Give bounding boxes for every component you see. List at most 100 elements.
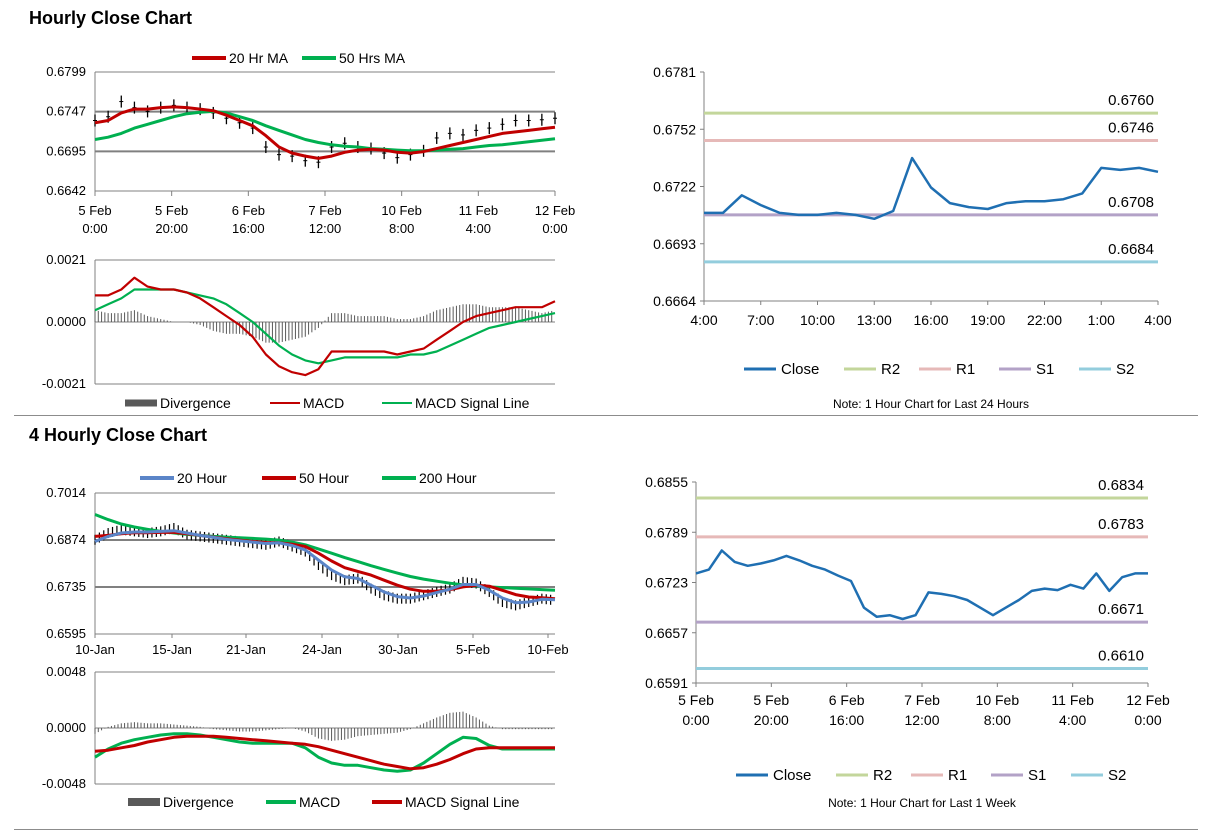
x-tick-label: 10-Jan (75, 642, 115, 657)
hourly-24h-chart: 0.6781 0.6752 0.6722 0.6693 0.6664 4:00 7:00 10… (653, 64, 1172, 411)
x-tick-label: 10-Feb (527, 642, 568, 657)
x-tick-label: 5 Feb (78, 203, 111, 218)
x-tick-label: 7:00 (747, 312, 774, 328)
y-tick-label: 0.0000 (46, 720, 86, 735)
x-tick-label: 11 Feb (1051, 692, 1094, 708)
legend-label: 50 Hrs MA (339, 50, 406, 66)
x-tick-label: 12 Feb (1126, 692, 1170, 708)
y-tick-label: 0.0048 (46, 664, 86, 679)
x-tick-label: 20:00 (754, 712, 789, 728)
legend-label: Close (773, 767, 811, 784)
legend-label: MACD Signal Line (405, 794, 520, 810)
macd-signal-line (94, 288, 556, 365)
x-tick-label: 19:00 (970, 312, 1005, 328)
four-hourly-section-title: 4 Hourly Close Chart (29, 425, 208, 445)
legend-label: MACD (303, 395, 344, 411)
legend-label: Divergence (160, 395, 231, 411)
level-label-r1: 0.6746 (1108, 120, 1154, 137)
x-tick-label: 7 Feb (308, 203, 341, 218)
x-tick-label: 12 Feb (535, 203, 575, 218)
level-label-s1: 0.6708 (1108, 194, 1154, 211)
x-tick-label: 5-Feb (456, 642, 490, 657)
legend-label: R1 (956, 361, 975, 378)
x-tick-label: 30-Jan (378, 642, 418, 657)
level-label-r2: 0.6834 (1098, 477, 1144, 494)
legend-swatch (140, 476, 174, 480)
chart-note: Note: 1 Hour Chart for Last 1 Week (828, 796, 1017, 810)
x-tick-label: 4:00 (690, 312, 717, 328)
x-tick-label: 20:00 (155, 221, 188, 236)
x-tick-label: 5 Feb (155, 203, 188, 218)
legend-label: Close (781, 361, 819, 378)
y-tick-label: 0.6752 (653, 121, 696, 137)
legend-swatch (270, 402, 300, 404)
x-tick-label: 12:00 (904, 712, 939, 728)
x-tick-label: 5 Feb (753, 692, 789, 708)
legend-label: 50 Hour (299, 470, 349, 486)
legend-label: S2 (1116, 361, 1134, 378)
x-tick-label: 4:00 (1059, 712, 1086, 728)
legend-label: R2 (881, 361, 900, 378)
close-line (704, 156, 1159, 221)
x-tick-label: 7 Feb (904, 692, 940, 708)
x-tick-label: 12:00 (309, 221, 342, 236)
ma50-line (94, 109, 556, 153)
y-tick-label: 0.6591 (645, 675, 688, 691)
y-tick-label: 0.6747 (46, 104, 86, 119)
y-tick-label: 0.6723 (645, 575, 688, 591)
x-tick-label: 15-Jan (152, 642, 192, 657)
legend-label: S1 (1028, 767, 1046, 784)
bottom-separator (14, 829, 1198, 830)
legend-swatch (372, 800, 402, 804)
x-tick-label: 5 Feb (678, 692, 714, 708)
legend-label: S2 (1108, 767, 1126, 784)
y-tick-label: 0.6695 (46, 143, 86, 158)
y-tick-label: 0.6642 (46, 183, 86, 198)
y-tick-label: 0.6789 (645, 524, 688, 540)
level-label-s1: 0.6671 (1098, 601, 1144, 618)
legend-swatch (128, 798, 160, 806)
level-label-s2: 0.6684 (1108, 241, 1154, 258)
legend-label: 200 Hour (419, 470, 477, 486)
legend-swatch (262, 476, 296, 480)
legend-label: 20 Hour (177, 470, 227, 486)
legend-swatch (125, 399, 157, 407)
hourly-price-chart: 0.6799 0.6747 0.6695 0.6642 5 Feb 0:00 5 Feb 20… (46, 50, 575, 236)
x-tick-label: 16:00 (829, 712, 864, 728)
legend-swatch (266, 800, 296, 804)
legend-label: MACD Signal Line (415, 395, 530, 411)
x-tick-label: 6 Feb (232, 203, 265, 218)
four-hourly-macd-chart: 0.0048 0.0000 -0.0048 Divergence MACD MACD Si… (42, 664, 555, 810)
y-tick-label: 0.6799 (46, 64, 86, 79)
legend-label: R2 (873, 767, 892, 784)
x-tick-label: 4:00 (466, 221, 491, 236)
y-tick-label: 0.6722 (653, 179, 696, 195)
ma20-line (94, 105, 556, 160)
x-tick-label: 10:00 (800, 312, 835, 328)
hourly-macd-chart: 0.0021 0.0000 -0.0021 Divergence MACD MACD Si… (42, 252, 556, 411)
y-tick-label: 0.0000 (46, 314, 86, 329)
y-tick-label: -0.0048 (42, 776, 86, 791)
chart-note: Note: 1 Hour Chart for Last 24 Hours (833, 397, 1029, 411)
legend-label: Divergence (163, 794, 234, 810)
legend-label: R1 (948, 767, 967, 784)
x-tick-label: 1:00 (1088, 312, 1115, 328)
y-tick-label: 0.6855 (645, 474, 688, 490)
x-tick-label: 10 Feb (976, 692, 1020, 708)
close-line (695, 549, 1148, 621)
legend-swatch (382, 402, 412, 404)
legend-swatch (192, 56, 226, 60)
y-tick-label: 0.6781 (653, 64, 696, 80)
macd-line (94, 732, 555, 773)
x-tick-label: 16:00 (232, 221, 265, 236)
x-tick-label: 8:00 (984, 712, 1011, 728)
x-tick-label: 13:00 (857, 312, 892, 328)
x-tick-label: 24-Jan (302, 642, 342, 657)
ma20-line (94, 529, 556, 605)
section-separator (14, 415, 1198, 416)
y-tick-label: 0.6874 (46, 532, 86, 547)
macd-signal-line (94, 734, 555, 771)
legend-swatch (382, 476, 416, 480)
level-label-r2: 0.6760 (1108, 92, 1154, 109)
